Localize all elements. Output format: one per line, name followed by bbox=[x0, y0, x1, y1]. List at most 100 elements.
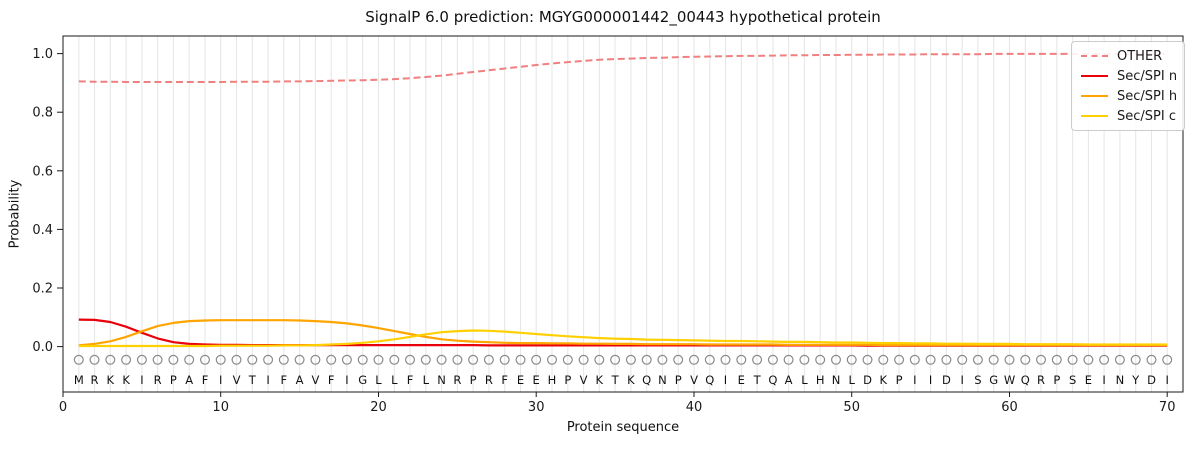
residue-letter: I bbox=[960, 373, 963, 387]
legend-item-sec-spi-n: Sec/SPI n bbox=[1081, 69, 1177, 84]
residue-letter: N bbox=[437, 373, 446, 387]
residue-letter: H bbox=[548, 373, 557, 387]
residue-letter: I bbox=[219, 373, 222, 387]
residue-letter: N bbox=[658, 373, 667, 387]
residue-circle-icon bbox=[704, 354, 715, 365]
residue-circle-icon bbox=[830, 354, 841, 365]
residue-letter: I bbox=[929, 373, 932, 387]
y-axis-label: Probability bbox=[7, 179, 23, 249]
residue-circle-icon bbox=[862, 354, 873, 365]
residue-circle-icon bbox=[1146, 354, 1157, 365]
residue-circle-icon bbox=[610, 354, 621, 365]
residue-circle-icon bbox=[420, 354, 431, 365]
residue-circle-icon bbox=[1083, 354, 1094, 365]
residue-circle-icon bbox=[184, 354, 195, 365]
residue-letter: I bbox=[266, 373, 269, 387]
residue-circle-icon bbox=[925, 354, 936, 365]
residue-letter: T bbox=[753, 373, 762, 387]
residue-circle-icon bbox=[578, 354, 589, 365]
residue-circle-icon bbox=[436, 354, 447, 365]
residue-circle-icon bbox=[988, 354, 999, 365]
residue-letter: L bbox=[801, 373, 808, 387]
residue-markers bbox=[73, 354, 1173, 365]
residue-letter: A bbox=[185, 373, 193, 387]
residue-letter: L bbox=[848, 373, 855, 387]
residue-letter: I bbox=[724, 373, 727, 387]
residue-letter: E bbox=[1085, 373, 1092, 387]
residue-circle-icon bbox=[957, 354, 968, 365]
residue-letter: F bbox=[328, 373, 335, 387]
sec-spi-n-line-sample bbox=[1081, 75, 1108, 77]
residue-circle-icon bbox=[815, 354, 826, 365]
residue-circle-icon bbox=[200, 354, 211, 365]
x-tick-label: 0 bbox=[59, 400, 67, 415]
residue-letter: V bbox=[311, 373, 319, 387]
residue-circle-icon bbox=[1162, 354, 1173, 365]
residue-circle-icon bbox=[752, 354, 763, 365]
residue-circle-icon bbox=[783, 354, 794, 365]
x-tick-label: 60 bbox=[1001, 400, 1018, 415]
residue-letter: Q bbox=[1021, 373, 1030, 387]
residue-letter: R bbox=[485, 373, 493, 387]
residue-letter: G bbox=[989, 373, 998, 387]
residue-circle-icon bbox=[941, 354, 952, 365]
residue-circle-icon bbox=[310, 354, 321, 365]
legend-label-sec-spi-c: Sec/SPI c bbox=[1117, 108, 1176, 124]
line-sec-spi-h bbox=[78, 319, 1168, 347]
residue-letter: D bbox=[863, 373, 872, 387]
residue-letter: Q bbox=[705, 373, 714, 387]
residue-letter: F bbox=[407, 373, 414, 387]
x-tick-label: 10 bbox=[212, 400, 229, 415]
residue-circle-icon bbox=[452, 354, 463, 365]
residue-letter: E bbox=[517, 373, 524, 387]
residue-letter: V bbox=[580, 373, 588, 387]
line-other bbox=[78, 52, 1168, 83]
residue-circle-icon bbox=[594, 354, 605, 365]
residue-circle-icon bbox=[231, 354, 242, 365]
legend-item-sec-spi-c: Sec/SPI c bbox=[1081, 108, 1176, 124]
residue-letter: H bbox=[816, 373, 825, 387]
residue-letter: L bbox=[391, 373, 398, 387]
residue-letter: P bbox=[675, 373, 682, 387]
residue-circle-icon bbox=[799, 354, 810, 365]
residue-letter: P bbox=[470, 373, 477, 387]
legend-label-sec-spi-h: Sec/SPI h bbox=[1117, 88, 1178, 104]
residue-circle-icon bbox=[247, 354, 258, 365]
residue-circle-icon bbox=[294, 354, 305, 365]
residue-letter: I bbox=[1102, 373, 1105, 387]
residue-circle-icon bbox=[657, 354, 668, 365]
y-tick-label: 0.2 bbox=[32, 282, 53, 297]
other-line-sample bbox=[1081, 55, 1108, 57]
residue-letter: M bbox=[74, 373, 84, 387]
residue-letter: I bbox=[140, 373, 143, 387]
residue-letter: N bbox=[832, 373, 841, 387]
residue-circle-icon bbox=[1004, 354, 1015, 365]
y-tick-label: 0.6 bbox=[32, 164, 53, 179]
residue-letter: I bbox=[345, 373, 348, 387]
residue-circle-icon bbox=[767, 354, 778, 365]
y-tick-label: 0.4 bbox=[32, 223, 53, 238]
residue-letter: K bbox=[122, 373, 130, 387]
residue-letter: K bbox=[627, 373, 635, 387]
residue-circle-icon bbox=[278, 354, 289, 365]
residue-circle-icon bbox=[1099, 354, 1110, 365]
residue-letter: Q bbox=[768, 373, 777, 387]
residue-circle-icon bbox=[720, 354, 731, 365]
residue-letter: T bbox=[611, 373, 620, 387]
residue-circle-icon bbox=[136, 354, 147, 365]
residue-circle-icon bbox=[972, 354, 983, 365]
residue-circle-icon bbox=[909, 354, 920, 365]
residue-circle-icon bbox=[1114, 354, 1125, 365]
x-tick-label: 50 bbox=[843, 400, 860, 415]
residue-letter: F bbox=[501, 373, 508, 387]
residue-circle-icon bbox=[894, 354, 905, 365]
residue-letter: Y bbox=[1131, 373, 1140, 387]
residue-letter: F bbox=[202, 373, 209, 387]
residue-letter: W bbox=[1004, 373, 1015, 387]
x-axis-label: Protein sequence bbox=[566, 420, 680, 435]
axes-spines bbox=[62, 35, 1184, 393]
residue-circle-icon bbox=[1130, 354, 1141, 365]
